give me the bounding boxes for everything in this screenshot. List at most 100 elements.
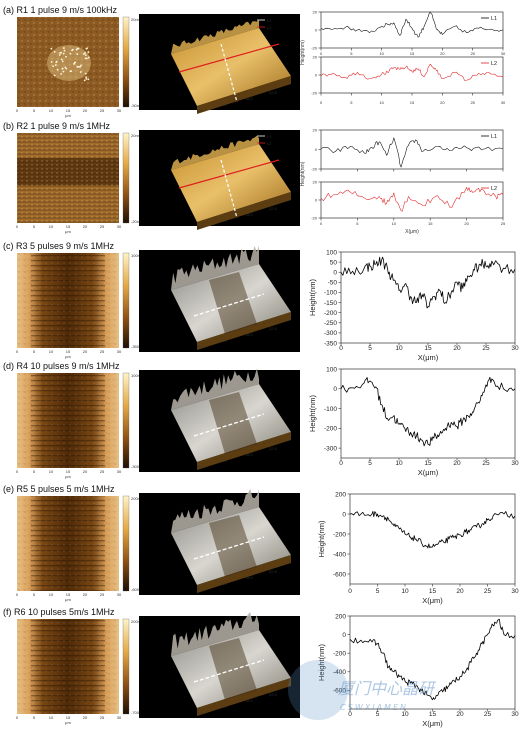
map-axis-label: μm (65, 474, 71, 479)
profile-line (193, 293, 265, 317)
colorbar-max-label: 200nm (131, 496, 144, 501)
map-speck (59, 52, 62, 54)
chart-e: 200 0 -200 -400 -600 0 5 10 15 20 25 30 X(μm) Height(… (317, 491, 519, 605)
afm-height-map: 0 5 10 15 20 25 30 μm (16, 17, 122, 118)
surface-tick: 22.5 (269, 569, 278, 574)
y-axis-label: Height(nm) (300, 161, 306, 186)
surface-tick: 7.5 (221, 581, 227, 586)
profile-line-l2 (178, 159, 280, 189)
y-tick-label: -100 (324, 290, 337, 297)
series-line (340, 376, 516, 447)
map-tick-label: 0 (16, 592, 19, 597)
x-tick-label: 5 (368, 460, 372, 467)
map-tick-label: 10 (49, 469, 54, 474)
afm-height-map: 0 5 10 15 20 25 30 μm (16, 496, 122, 602)
y-tick-label: -250 (324, 320, 337, 327)
map-speck (62, 52, 65, 55)
map-speck (65, 55, 68, 58)
y-tick-label: -400 (333, 551, 346, 558)
y-tick-label: -600 (333, 571, 346, 578)
surface-side (197, 432, 291, 470)
x-tick-label: 0 (320, 51, 323, 56)
map-speck (58, 54, 61, 56)
map-tick-label: 10 (49, 715, 54, 720)
colorbar-gradient (122, 372, 130, 469)
row-f: (f) R6 10 pulses 5m/s 1MHz 0 5 10 15 20 25 30 μm… (3, 607, 300, 725)
series-line-l2 (320, 63, 504, 81)
map-tick-label: 5 (33, 469, 36, 474)
afm-3d-surface: L1 L2 0.0 7.5 15.0 22.5 (139, 130, 300, 230)
row-label: (f) R6 10 pulses 5m/s 1MHz (3, 607, 115, 617)
x-tick-label: 15 (429, 711, 437, 718)
map-tick-label: 25 (100, 592, 105, 597)
y-tick-label: 200 (335, 613, 346, 620)
y-tick-label: -400 (333, 669, 346, 676)
colorbar-max-label: 20nm (131, 133, 142, 138)
afm-height-map: 0 5 10 15 20 25 30 μm (16, 253, 122, 359)
x-tick-label: 15 (428, 221, 433, 226)
surface-tick: 22.5 (269, 326, 278, 331)
map-tick-label: 10 (49, 224, 54, 229)
surface-side (197, 312, 291, 350)
map-speck (69, 52, 72, 55)
y-tick-label: -200 (324, 310, 337, 317)
map-speck (85, 47, 88, 50)
y-tick-label: 20 (313, 180, 318, 185)
y-tick-label: -20 (311, 167, 318, 172)
map-tick-label: 25 (100, 349, 105, 354)
afm-3d-surface: 0.0 7.5 15.0 22.5 (139, 368, 300, 472)
map-speck (71, 48, 74, 51)
surface-peaks (171, 245, 259, 290)
surface-plane (171, 384, 291, 462)
y-axis-label: Height(nm) (317, 643, 326, 681)
map-tick-label: 30 (117, 349, 122, 354)
x-tick-label: 25 (482, 345, 490, 352)
x-tick-label: 10 (379, 51, 384, 56)
map-tick-label: 30 (117, 108, 122, 113)
map-tick-label: 0 (16, 108, 19, 113)
map-speck (53, 50, 56, 53)
map-speck (56, 68, 59, 71)
series-line (340, 256, 516, 309)
x-tick-label: 10 (395, 345, 403, 352)
map-speck (74, 61, 77, 64)
surface-tick: 0.0 (197, 108, 203, 113)
map-tick-label: 20 (83, 715, 88, 720)
map-tick-label: 15 (66, 224, 71, 229)
colorbar: 100nm -350nm (122, 252, 145, 349)
map-speck (85, 77, 88, 80)
y-tick-label: -200 (324, 426, 337, 433)
legend-label: L2 (491, 186, 497, 192)
surface-plane (171, 507, 291, 585)
x-tick-label: 0 (339, 345, 343, 352)
x-tick-label: 30 (511, 588, 519, 595)
x-tick-label: 10 (395, 460, 403, 467)
map-speck (53, 74, 56, 77)
y-tick-label: 200 (335, 491, 346, 498)
afm-3d-surface: 0.0 7.5 15.0 22.5 (139, 488, 300, 595)
y-tick-label: 20 (313, 55, 318, 60)
map-speck (69, 70, 72, 73)
colorbar-max-label: 100nm (131, 253, 144, 258)
x-tick-label: 25 (484, 711, 492, 718)
x-tick-label: 5 (376, 588, 380, 595)
x-tick-label: 0 (339, 460, 343, 467)
colorbar: 200nm -600nm (122, 495, 145, 592)
row-a: (a) R1 1 pulse 9 m/s 100kHz 0 5 10 15 20 25 30 μ… (3, 5, 300, 118)
map-texture (17, 253, 119, 348)
surface-legend-l1: L1 (267, 134, 272, 139)
x-tick-label: 5 (350, 100, 353, 105)
legend-label: L2 (491, 61, 497, 67)
map-tick-label: 15 (66, 469, 71, 474)
x-axis-label: X(μm) (422, 596, 443, 605)
x-tick-label: 15 (424, 345, 432, 352)
colorbar: 20nm -20nm (122, 132, 143, 224)
y-tick-label: 50 (330, 259, 338, 266)
map-speck (50, 47, 53, 50)
x-tick-label: 25 (470, 100, 475, 105)
surface-side (197, 192, 291, 230)
map-speck (85, 57, 88, 60)
plot-frame (340, 368, 516, 459)
colorbar-gradient (122, 495, 130, 592)
